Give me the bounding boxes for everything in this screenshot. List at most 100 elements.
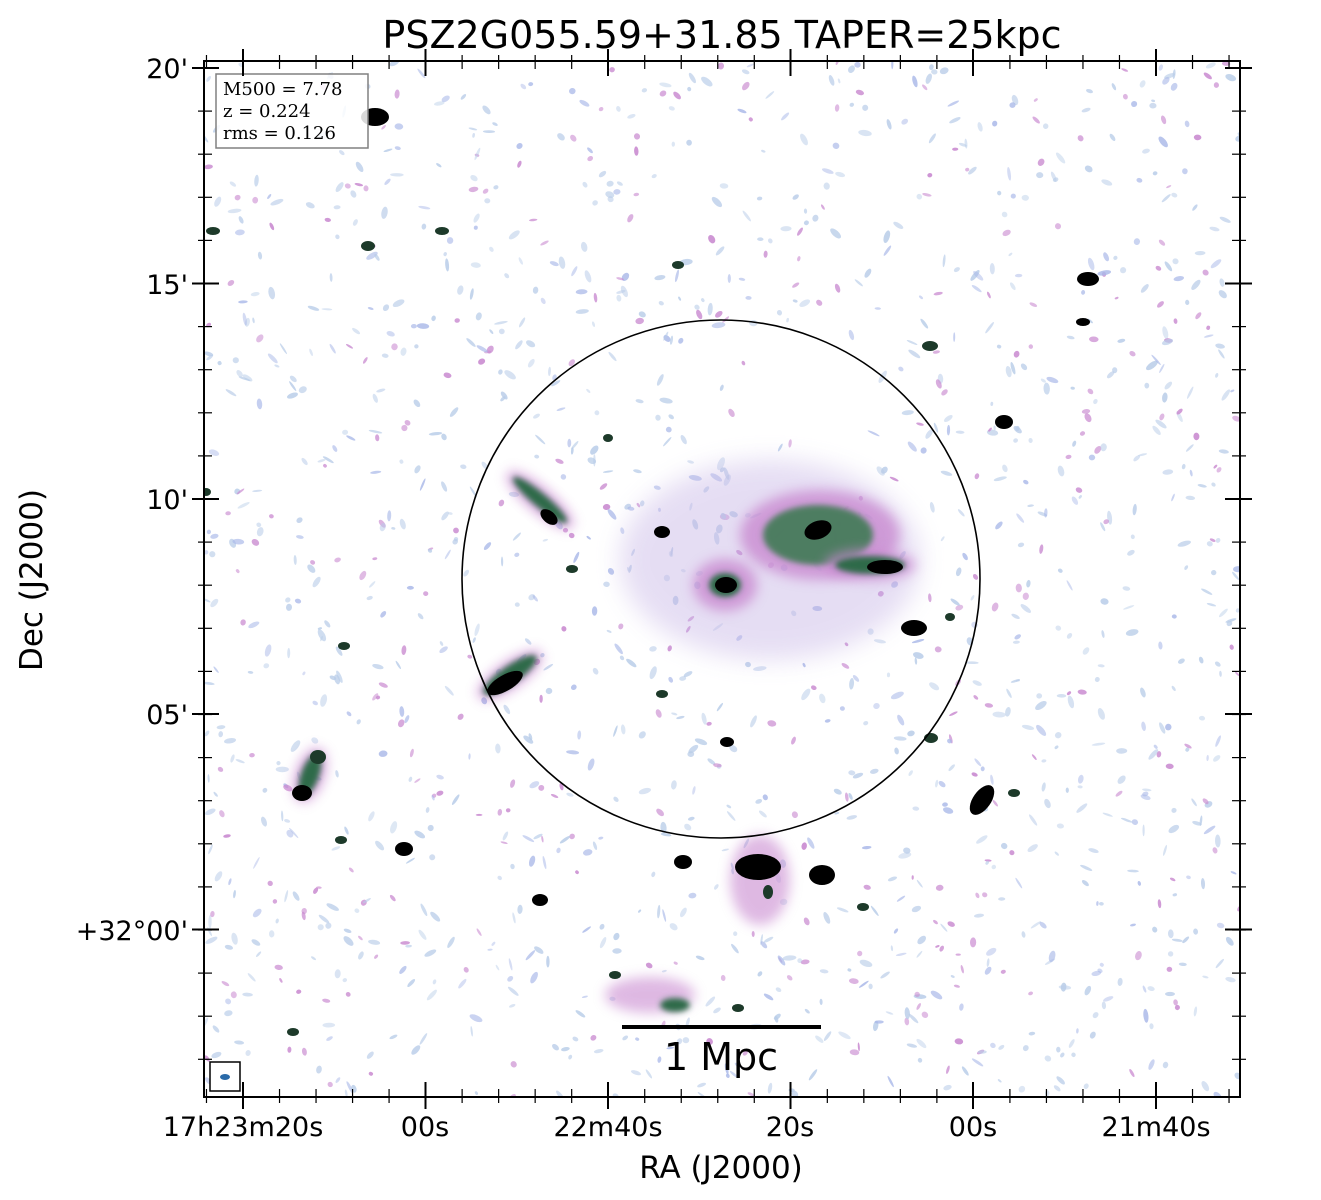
noise-speckle: [665, 426, 672, 433]
noise-speckle: [668, 106, 675, 111]
noise-speckle: [1148, 749, 1159, 760]
noise-speckle: [469, 486, 477, 498]
noise-speckle: [476, 345, 488, 353]
noise-speckle: [1056, 823, 1064, 829]
noise-speckle: [849, 678, 855, 690]
noise-speckle: [264, 644, 272, 657]
noise-speckle: [335, 182, 344, 193]
noise-speckle: [849, 1049, 860, 1056]
noise-speckle: [317, 627, 323, 630]
noise-speckle: [682, 1037, 690, 1044]
noise-speckle: [1139, 80, 1146, 88]
noise-speckle: [830, 228, 841, 239]
noise-speckle: [1057, 465, 1065, 477]
noise-speckle: [1132, 503, 1137, 516]
noise-speckle: [590, 1034, 597, 1041]
noise-speckle: [566, 792, 574, 797]
noise-speckle: [1155, 265, 1162, 271]
noise-speckle: [1009, 102, 1016, 108]
noise-speckle: [498, 328, 505, 335]
noise-speckle: [1060, 1052, 1065, 1058]
noise-speckle: [897, 714, 905, 726]
noise-speckle: [801, 688, 811, 701]
noise-speckle: [593, 292, 598, 303]
noise-speckle: [1008, 252, 1013, 257]
noise-speckle: [1015, 583, 1022, 593]
noise-speckle: [331, 846, 341, 851]
noise-speckle: [931, 69, 938, 75]
noise-speckle: [734, 1062, 742, 1068]
noise-speckle: [1142, 985, 1147, 993]
noise-speckle: [487, 948, 493, 951]
noise-speckle: [819, 969, 829, 974]
noise-speckle: [1057, 568, 1063, 573]
noise-speckle: [1158, 136, 1168, 148]
noise-speckle: [659, 82, 672, 88]
noise-speckle: [747, 1092, 755, 1097]
noise-speckle: [439, 641, 444, 646]
noise-speckle: [986, 291, 991, 299]
noise-speckle: [587, 758, 595, 771]
noise-speckle: [627, 506, 635, 511]
noise-speckle: [974, 473, 980, 480]
noise-speckle: [599, 483, 608, 490]
noise-speckle: [1166, 966, 1173, 972]
noise-speckle: [1152, 926, 1158, 933]
noise-speckle: [276, 760, 281, 766]
noise-speckle: [535, 434, 546, 445]
noise-speckle: [1136, 177, 1143, 183]
noise-speckle: [1017, 542, 1025, 548]
noise-speckle: [401, 424, 408, 432]
noise-speckle: [1097, 270, 1112, 276]
noise-speckle: [848, 770, 856, 776]
noise-speckle: [1127, 549, 1135, 556]
noise-speckle: [543, 663, 554, 671]
noise-speckle: [613, 796, 619, 802]
noise-speckle: [1206, 325, 1211, 330]
noise-speckle: [1215, 537, 1221, 543]
noise-speckle: [801, 842, 807, 850]
noise-speckle: [346, 435, 356, 441]
noise-speckle: [476, 928, 482, 936]
noise-speckle: [920, 318, 929, 329]
noise-speckle: [786, 975, 793, 981]
noise-speckle: [505, 808, 511, 813]
noise-speckle: [362, 357, 368, 364]
noise-speckle: [848, 978, 859, 984]
noise-speckle: [344, 826, 349, 835]
noise-speckle: [870, 768, 879, 774]
noise-speckle: [1000, 842, 1008, 850]
noise-speckle: [333, 205, 341, 210]
noise-speckle: [204, 164, 213, 170]
noise-speckle: [321, 308, 333, 311]
noise-speckle: [213, 791, 218, 797]
noise-speckle: [742, 1050, 748, 1056]
noise-speckle: [935, 884, 944, 891]
noise-speckle: [528, 82, 534, 87]
radio-source: [867, 560, 903, 574]
noise-speckle: [206, 354, 214, 361]
noise-speckle: [401, 645, 407, 655]
noise-speckle: [1212, 847, 1218, 854]
noise-speckle: [1043, 382, 1050, 395]
noise-speckle: [1016, 513, 1025, 523]
noise-speckle: [443, 252, 447, 257]
noise-speckle: [366, 251, 378, 260]
noise-speckle: [313, 887, 319, 894]
noise-speckle: [245, 1050, 251, 1056]
noise-speckle: [342, 429, 349, 435]
noise-speckle: [662, 437, 672, 447]
noise-speckle: [763, 993, 774, 1001]
noise-speckle: [397, 719, 405, 728]
noise-speckle: [417, 613, 424, 620]
noise-speckle: [345, 343, 354, 349]
noise-speckle: [1156, 751, 1162, 758]
noise-speckle: [929, 682, 940, 691]
noise-speckle: [1041, 782, 1046, 792]
noise-speckle: [592, 667, 599, 675]
noise-speckle: [832, 142, 840, 149]
noise-speckle: [748, 117, 753, 122]
noise-speckle: [329, 343, 336, 354]
noise-speckle: [673, 961, 678, 965]
noise-speckle: [713, 884, 719, 890]
